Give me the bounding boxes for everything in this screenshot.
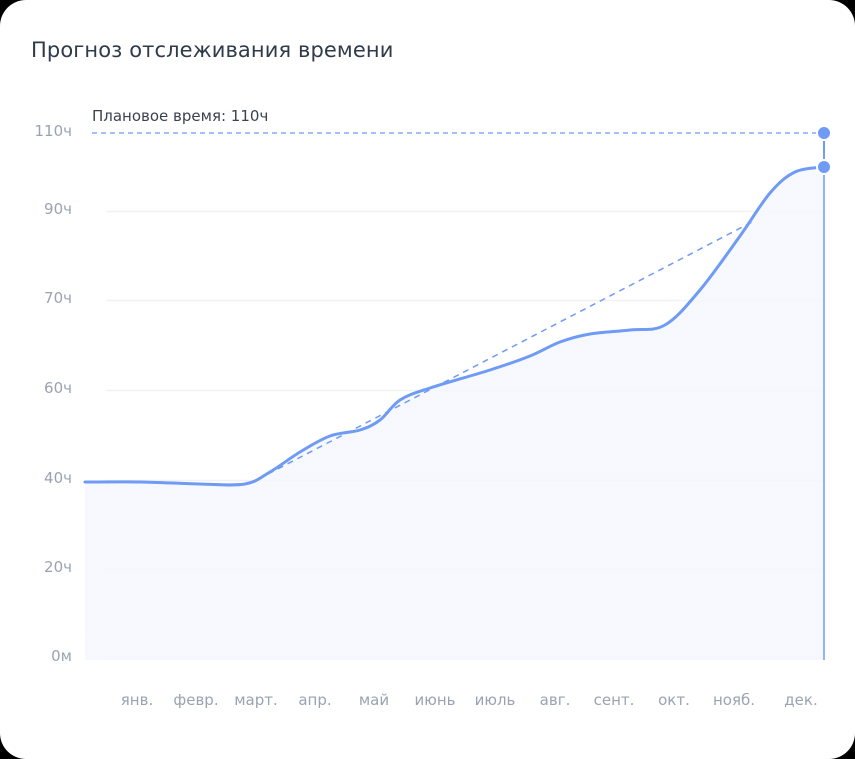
- y-tick-label: 40ч: [44, 469, 72, 487]
- x-tick-label: июль: [474, 691, 516, 709]
- x-tick-label: май: [358, 691, 390, 709]
- x-tick-label: дек.: [784, 691, 818, 709]
- plan-marker[interactable]: [816, 125, 832, 141]
- x-tick-label: сент.: [593, 691, 635, 709]
- x-tick-label: февр.: [173, 691, 219, 709]
- y-tick-label: 60ч: [44, 379, 72, 397]
- current-marker[interactable]: [816, 159, 832, 175]
- y-tick-label: 90ч: [44, 200, 72, 218]
- y-tick-label: 70ч: [44, 289, 72, 307]
- x-tick-label: окт.: [658, 691, 690, 709]
- x-tick-label: апр.: [298, 691, 332, 709]
- chart-title: Прогноз отслеживания времени: [31, 38, 394, 62]
- y-tick-label: 0м: [51, 647, 72, 665]
- y-tick-label: 110ч: [34, 122, 73, 140]
- x-tick-label: март.: [234, 691, 278, 709]
- x-tick-label: июнь: [414, 691, 456, 709]
- tracked-time-line: [83, 165, 826, 487]
- x-tick-label: нояб.: [712, 691, 756, 709]
- plan-label: Плановое время: 110ч: [92, 107, 269, 125]
- x-tick-label: янв.: [120, 691, 154, 709]
- x-tick-label: авг.: [539, 691, 571, 709]
- y-tick-label: 20ч: [44, 558, 72, 576]
- tracked-time-area: [85, 167, 824, 660]
